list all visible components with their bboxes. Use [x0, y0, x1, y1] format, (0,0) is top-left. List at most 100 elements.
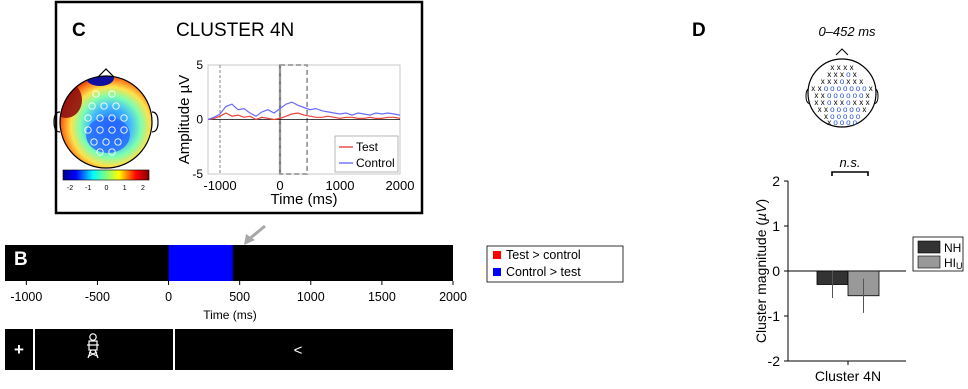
topo-cold-front: [86, 76, 114, 86]
cluster-electrode-marker: o: [862, 84, 867, 93]
electrode-marker: x: [866, 98, 870, 107]
erp-y-tick-label: -5: [192, 167, 203, 181]
erp-y-tick-label: 0: [196, 113, 203, 127]
stimulus-timeline: + <: [5, 329, 453, 370]
electrode-marker: x: [840, 98, 844, 107]
erp-x-axis-label: Time (ms): [271, 191, 338, 208]
electrode-marker: x: [827, 118, 831, 127]
panel-d-letter: D: [692, 20, 706, 41]
electrode-marker: x: [859, 98, 863, 107]
electrode-marker: x: [837, 63, 841, 72]
colorbar-tick-label: -1: [85, 185, 91, 192]
topo-electrode-marker: [108, 90, 116, 98]
erp-legend-label: Test: [356, 140, 379, 154]
cluster-electrode-marker: o: [837, 84, 842, 93]
cluster-electrode-marker: o: [827, 98, 832, 107]
electrode-marker: x: [821, 91, 825, 100]
cluster-electrode-marker: o: [837, 112, 842, 121]
erp-x-tick-label: 2000: [386, 178, 415, 193]
cluster-electrode-marker: o: [859, 91, 864, 100]
electrode-marker: x: [859, 77, 863, 86]
electrode-marker: x: [818, 105, 822, 114]
legend-label-control: Control > test: [506, 265, 581, 279]
panel-b-letter: B: [14, 249, 28, 270]
cluster-electrode-marker: o: [843, 84, 848, 93]
electrode-marker: x: [827, 77, 831, 86]
electrode-marker: x: [834, 70, 838, 79]
cluster-electrode-marker: o: [846, 70, 851, 79]
cluster-electrode-marker: o: [833, 118, 838, 127]
cluster-electrode-marker: o: [853, 118, 858, 127]
topo-electrodes: [84, 90, 128, 156]
colorbar-tick-label: 2: [141, 185, 145, 192]
electrode-marker: x: [814, 91, 818, 100]
electrode-marker: x: [862, 105, 866, 114]
head-electrode-map: x x x xx x x o xx x x o x x xx x o o o o o o o xx x o o o o o o xx x o x x…: [805, 48, 879, 128]
topo-electrode-marker: [102, 138, 110, 146]
cluster-electrode-marker: o: [840, 77, 845, 86]
cluster-electrode-marker: o: [840, 91, 845, 100]
timeline-ticks: -1000 -500 0 500 1000 1500 2000: [10, 281, 467, 304]
erp-x-tick-label: 1000: [326, 178, 355, 193]
cluster-electrode-marker: o: [843, 105, 848, 114]
erp-series-control: [207, 101, 401, 121]
timeline-tick-label: 2000: [439, 290, 467, 304]
topo-electrode-marker: [108, 148, 116, 156]
topo-electrode-marker: [96, 126, 104, 134]
cluster-electrode-marker: o: [849, 84, 854, 93]
electrode-marker: x: [840, 70, 844, 79]
bar-legend-swatch-nh: [917, 240, 941, 254]
timeline-tick-label: 1500: [368, 290, 396, 304]
colorbar-tick-label: 1: [123, 185, 127, 192]
topo-electrode-marker: [108, 114, 116, 122]
cluster-electrode-marker: o: [849, 105, 854, 114]
topo-left-ear: [53, 111, 61, 133]
electrode-marker: x: [811, 84, 815, 93]
bar-y-axis-label: Cluster magnitude (µV): [753, 199, 769, 343]
topo-outline: [59, 75, 153, 169]
erp-x-tick-label: 0: [276, 178, 283, 193]
head-electrodes: x x x xx x x o xx x x o x x xx x o o o o o o o xx x o o o o o o xx x o x x…: [811, 63, 873, 127]
cluster-electrode-marker: o: [843, 112, 848, 121]
erp-legend-label: Control: [356, 156, 395, 170]
erp-y-axis-label: Amplitude µV: [176, 75, 193, 165]
electrode-marker: x: [824, 105, 828, 114]
cluster-electrode-marker: o: [856, 105, 861, 114]
cluster-electrode-marker: o: [833, 91, 838, 100]
electrode-marker: x: [869, 84, 873, 93]
electrode-marker: x: [850, 63, 854, 72]
topo-right-ear: [151, 111, 159, 133]
cluster-electrode-marker: o: [856, 112, 861, 121]
legend-swatch-control: [493, 268, 501, 276]
significance-bracket: [831, 171, 869, 176]
electrode-marker: x: [853, 70, 857, 79]
topo-blue-center: [86, 117, 130, 153]
electrode-marker: x: [821, 77, 825, 86]
erp-x-tick-label: -1000: [203, 178, 236, 193]
topographic-map: [53, 68, 159, 169]
stimulus-bar: [5, 329, 453, 370]
cluster-electrode-marker: o: [846, 91, 851, 100]
timeline-legend-box: [486, 245, 624, 283]
cluster-electrode-marker: o: [849, 112, 854, 121]
bar-category-label: Cluster 4N: [815, 368, 881, 384]
electrode-marker: x: [818, 84, 822, 93]
topo-electrode-marker: [120, 126, 128, 134]
cluster-electrode-marker: o: [830, 112, 835, 121]
bar-y-tick-label: -1: [768, 308, 781, 324]
bar-legend-label-nh: NH: [944, 241, 961, 255]
electrode-marker: x: [853, 77, 857, 86]
timeline-xlabel: Time (ms): [203, 308, 257, 322]
timeline-tick-label: -1000: [10, 290, 42, 304]
timeline-tick-label: 1000: [297, 290, 325, 304]
topo-electrode-marker: [108, 126, 116, 134]
topo-electrode-marker: [88, 102, 96, 110]
cluster-electrode-marker: o: [830, 105, 835, 114]
electrode-marker: x: [830, 63, 834, 72]
electrode-marker: x: [834, 77, 838, 86]
electrode-marker: x: [843, 63, 847, 72]
fixation-cross: +: [14, 340, 24, 359]
legend-swatch-test: [493, 251, 501, 259]
panel-c-letter: C: [72, 20, 86, 41]
cluster-magnitude-bar-chart: 2 1 0 -1 -2 Cluster 4N Cluster magnitude (µV): [753, 173, 906, 384]
